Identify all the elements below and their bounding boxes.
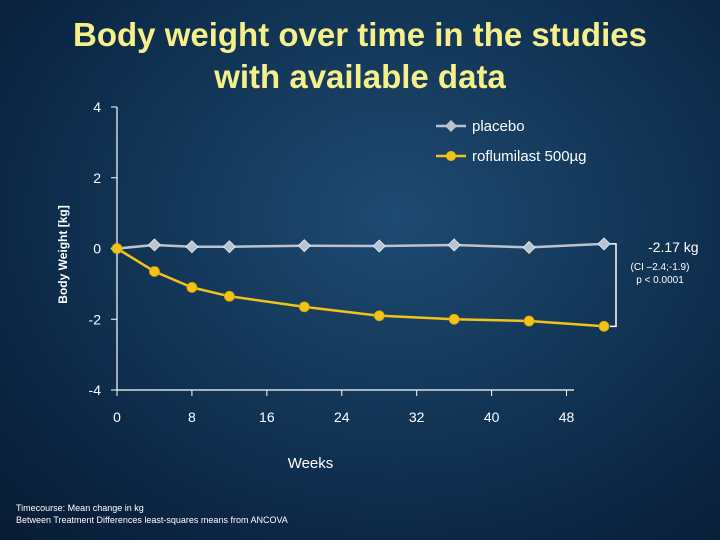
data-point-placebo bbox=[522, 240, 536, 255]
data-point-roflumilast bbox=[523, 315, 535, 327]
footnote-line-2: Between Treatment Differences least-squa… bbox=[16, 515, 288, 525]
title-line-2: with available data bbox=[214, 58, 506, 95]
legend-marker-diamond bbox=[445, 120, 457, 132]
data-point-placebo bbox=[447, 238, 461, 252]
ci-label: (CI –2.4;-1.9) bbox=[631, 262, 690, 273]
data-point-placebo bbox=[222, 240, 236, 254]
bracket bbox=[610, 243, 617, 328]
title-line-1: Body weight over time in the studies bbox=[73, 16, 647, 53]
axes: 4 2 0 -2 -4 0 8 16 24 32 40 48 Weeks Body Weight [kg] bbox=[56, 99, 575, 472]
y-tick-label: -4 bbox=[89, 382, 102, 398]
series-lines bbox=[110, 237, 611, 332]
x-tick-label: 8 bbox=[188, 409, 196, 425]
x-axis-label: Weeks bbox=[288, 455, 334, 472]
data-point-roflumilast bbox=[373, 310, 385, 322]
footnote: Timecourse: Mean change in kg Between Tr… bbox=[16, 502, 288, 526]
chart-title: Body weight over time in the studies wit… bbox=[0, 14, 720, 98]
data-point-roflumilast bbox=[598, 320, 610, 332]
data-point-roflumilast bbox=[111, 243, 123, 254]
y-axis-label: Body Weight [kg] bbox=[56, 205, 70, 303]
y-tick-label: -2 bbox=[89, 311, 102, 327]
x-tick-label: 40 bbox=[484, 409, 500, 425]
diff-label: -2.17 kg bbox=[648, 239, 699, 255]
legend-label: roflumilast 500µg bbox=[472, 148, 587, 165]
y-tick-label: 2 bbox=[93, 170, 101, 186]
y-tick-label: 4 bbox=[93, 99, 101, 115]
data-point-roflumilast bbox=[186, 282, 198, 293]
data-point-placebo bbox=[185, 240, 199, 254]
legend-label: placebo bbox=[472, 118, 525, 135]
data-point-placebo bbox=[297, 239, 311, 253]
footnote-line-1: Timecourse: Mean change in kg bbox=[16, 503, 144, 513]
data-point-placebo bbox=[147, 238, 162, 252]
data-point-placebo bbox=[372, 239, 386, 253]
data-point-placebo bbox=[597, 237, 611, 251]
p-value-label: p < 0.0001 bbox=[636, 275, 684, 286]
data-point-roflumilast bbox=[223, 290, 235, 302]
x-tick-label: 48 bbox=[559, 409, 575, 425]
data-point-roflumilast bbox=[298, 301, 310, 313]
legend: placebo roflumilast 500µg bbox=[436, 118, 587, 165]
difference-annotation: -2.17 kg (CI –2.4;-1.9) p < 0.0001 bbox=[610, 239, 699, 328]
x-tick-label: 16 bbox=[259, 409, 275, 425]
y-tick-label: 0 bbox=[93, 241, 101, 257]
data-point-roflumilast bbox=[448, 313, 460, 325]
x-tick-label: 0 bbox=[113, 409, 121, 425]
x-tick-label: 24 bbox=[334, 409, 350, 425]
legend-marker-circle bbox=[446, 151, 456, 161]
data-point-roflumilast bbox=[149, 266, 160, 277]
x-tick-label: 32 bbox=[409, 409, 425, 425]
